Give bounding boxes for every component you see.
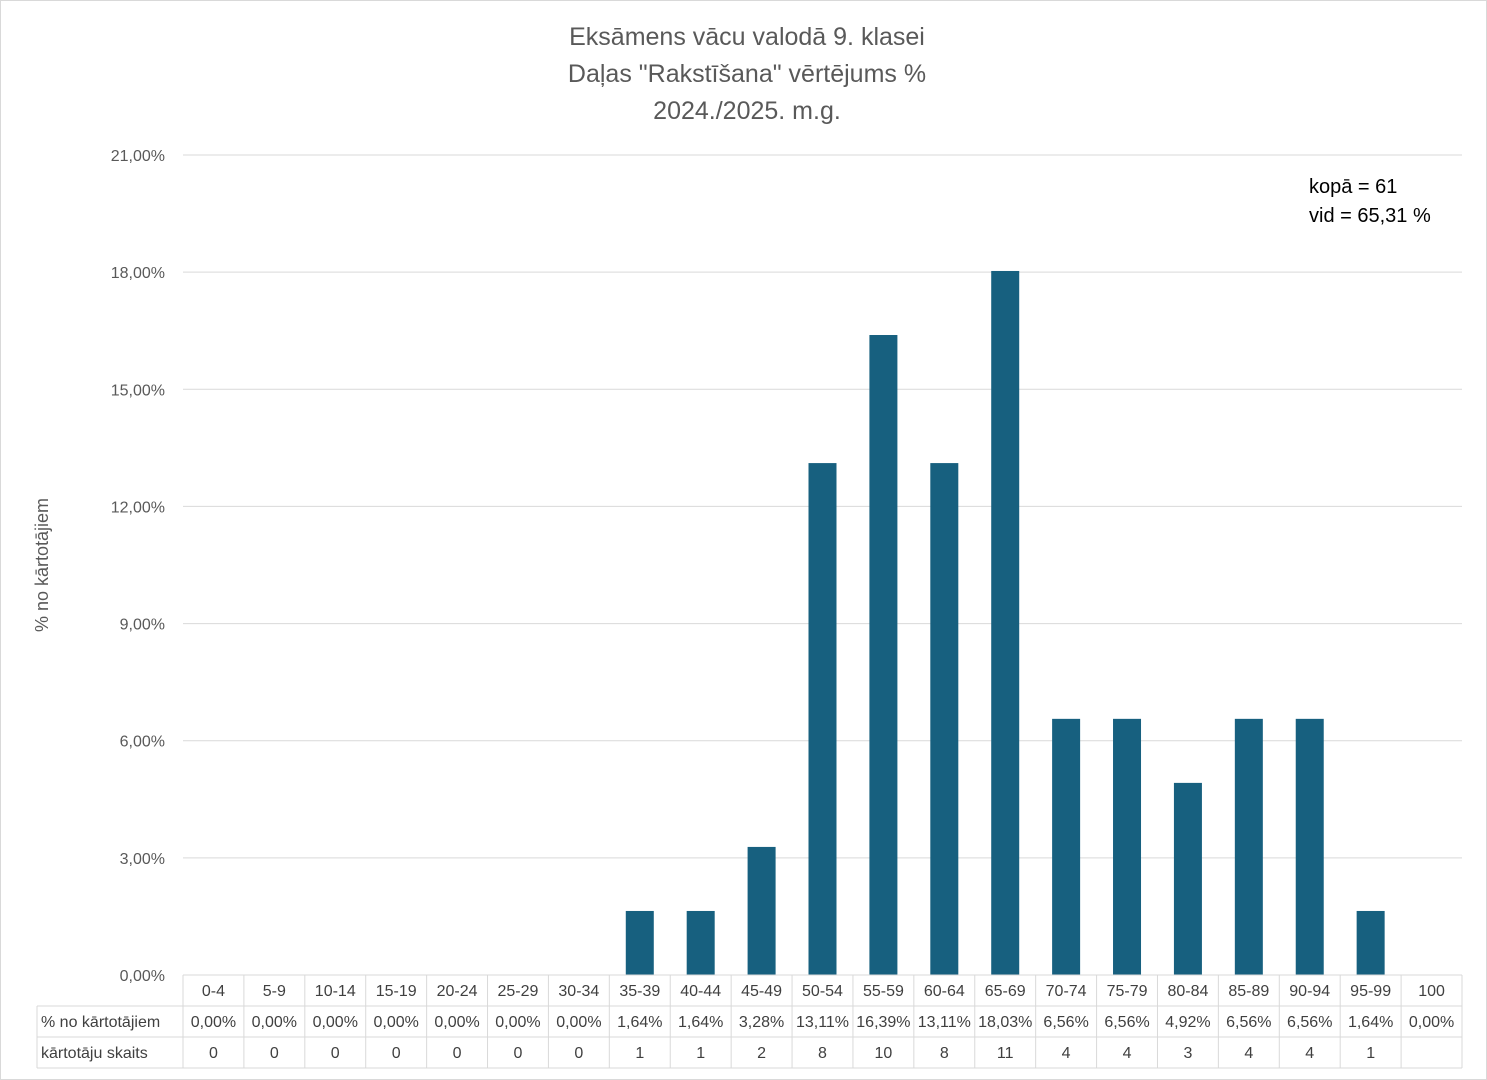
table-cell: 1,64% [1348, 1014, 1393, 1031]
table-cell: 0,00% [1409, 1014, 1454, 1031]
table-cell: 1 [635, 1045, 644, 1062]
table-cell: 3 [1183, 1045, 1192, 1062]
table-cell: 0,00% [313, 1014, 358, 1031]
annotation-text: kopā = 61 [1309, 176, 1397, 198]
y-tick-label: 18,00% [111, 265, 165, 282]
table-cell: 1,64% [617, 1014, 662, 1031]
x-tick-label: 60-64 [924, 983, 965, 1000]
table-cell: 6,56% [1226, 1014, 1271, 1031]
table-cell: 0,00% [556, 1014, 601, 1031]
y-tick-label: 6,00% [120, 734, 165, 751]
table-cell: 0,00% [434, 1014, 479, 1031]
bar-45-49 [747, 846, 776, 975]
table-cell: 0 [270, 1045, 279, 1062]
bar-35-39 [625, 910, 654, 975]
bar-75-79 [1113, 718, 1142, 975]
table-cell: 4 [1305, 1045, 1314, 1062]
table-cell: 13,11% [918, 1014, 971, 1031]
x-tick-label: 10-14 [315, 983, 356, 1000]
bar-80-84 [1173, 782, 1202, 975]
x-tick-label: 30-34 [558, 983, 599, 1000]
table-cell: 0 [453, 1045, 462, 1062]
table-cell: 0,00% [373, 1014, 418, 1031]
x-tick-label: 5-9 [263, 983, 286, 1000]
table-cell: 4 [1062, 1045, 1071, 1062]
x-tick-label: 95-99 [1350, 983, 1391, 1000]
chart-title-line: Daļas "Rakstīšana" vērtējums % [568, 60, 926, 88]
bar-60-64 [930, 463, 959, 975]
x-tick-label: 70-74 [1046, 983, 1087, 1000]
table-cell: 1 [1366, 1045, 1375, 1062]
bar-90-94 [1295, 718, 1324, 975]
table-row-label: % no kārtotājiem [41, 1014, 160, 1031]
table-cell: 6,56% [1287, 1014, 1332, 1031]
y-tick-label: 3,00% [120, 851, 165, 868]
bar-40-44 [686, 910, 715, 975]
table-cell: 16,39% [856, 1014, 910, 1031]
table-cell: 13,11% [796, 1014, 849, 1031]
table-cell: 0,00% [252, 1014, 297, 1031]
bar-50-54 [808, 463, 837, 975]
table-cell: 0,00% [495, 1014, 540, 1031]
table-cell: 4 [1123, 1045, 1132, 1062]
bar-95-99 [1356, 910, 1385, 975]
x-tick-label: 55-59 [863, 983, 904, 1000]
x-tick-label: 35-39 [619, 983, 660, 1000]
x-tick-label: 100 [1418, 983, 1445, 1000]
y-tick-label: 0,00% [120, 968, 165, 985]
table-cell: 4,92% [1165, 1014, 1210, 1031]
x-tick-label: 90-94 [1289, 983, 1330, 1000]
x-tick-label: 45-49 [741, 983, 782, 1000]
table-row-label: kārtotāju skaits [41, 1045, 148, 1062]
table-cell: 0,00% [191, 1014, 236, 1031]
x-tick-label: 25-29 [498, 983, 539, 1000]
y-tick-label: 15,00% [111, 382, 165, 399]
table-cell: 8 [940, 1045, 949, 1062]
table-cell: 6,56% [1043, 1014, 1088, 1031]
x-tick-label: 50-54 [802, 983, 843, 1000]
x-tick-label: 20-24 [437, 983, 478, 1000]
table-cell: 0 [209, 1045, 218, 1062]
chart-title-line: Eksāmens vācu valodā 9. klasei [569, 23, 925, 51]
table-cell: 1,64% [678, 1014, 723, 1031]
x-tick-label: 80-84 [1167, 983, 1208, 1000]
table-cell: 0 [331, 1045, 340, 1062]
table-cell: 0 [574, 1045, 583, 1062]
x-tick-label: 15-19 [376, 983, 417, 1000]
annotation-text: vid = 65,31 % [1309, 205, 1431, 227]
y-tick-label: 9,00% [120, 617, 165, 634]
table-cell: 6,56% [1104, 1014, 1149, 1031]
bar-55-59 [869, 335, 898, 975]
table-cell: 11 [997, 1045, 1014, 1062]
table-cell: 0 [392, 1045, 401, 1062]
y-tick-label: 12,00% [111, 499, 165, 516]
table-cell: 1 [696, 1045, 705, 1062]
table-cell: 18,03% [978, 1014, 1032, 1031]
x-tick-label: 40-44 [680, 983, 721, 1000]
table-cell: 10 [875, 1045, 893, 1062]
bar-85-89 [1234, 718, 1263, 975]
x-tick-label: 75-79 [1107, 983, 1148, 1000]
table-cell: 8 [818, 1045, 827, 1062]
bar-65-69 [991, 270, 1020, 975]
y-axis-label: % no kārtotājiem [32, 498, 52, 632]
bar-70-74 [1052, 718, 1081, 975]
table-cell: 4 [1244, 1045, 1253, 1062]
y-tick-label: 21,00% [111, 148, 165, 165]
x-tick-label: 65-69 [985, 983, 1026, 1000]
x-tick-label: 85-89 [1228, 983, 1269, 1000]
x-tick-label: 0-4 [202, 983, 225, 1000]
chart-title-line: 2024./2025. m.g. [653, 97, 841, 125]
table-cell: 0 [514, 1045, 523, 1062]
table-cell: 2 [757, 1045, 766, 1062]
table-cell: 3,28% [739, 1014, 784, 1031]
